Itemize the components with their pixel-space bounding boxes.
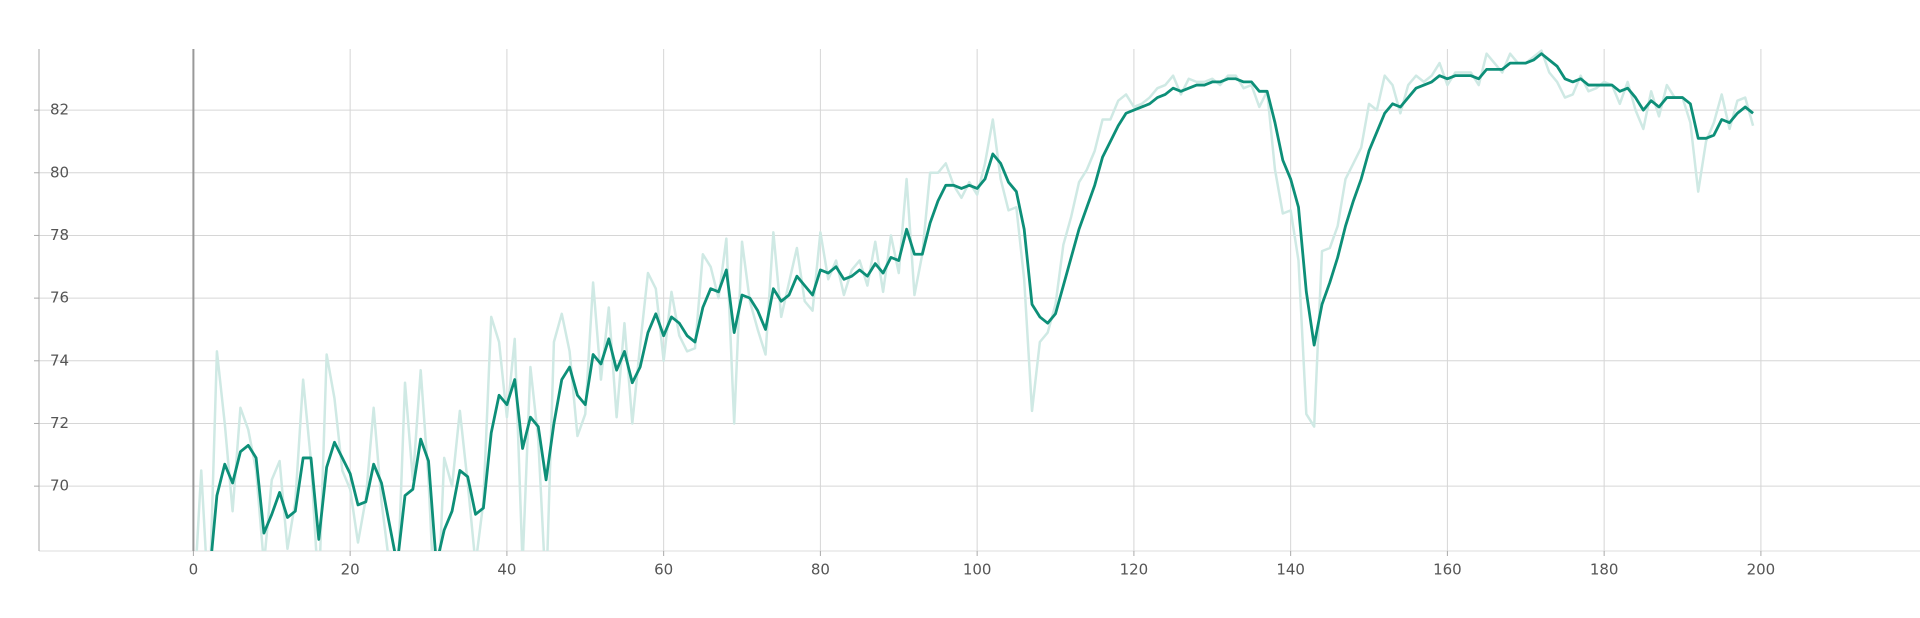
x-tick-label: 200 — [1747, 561, 1776, 579]
x-tick-label: 60 — [654, 561, 673, 579]
x-tick-label: 80 — [811, 561, 830, 579]
x-tick-label: 160 — [1433, 561, 1462, 579]
x-tick-label: 180 — [1590, 561, 1619, 579]
y-tick-label: 72 — [50, 414, 69, 432]
y-tick-label: 70 — [50, 477, 69, 495]
x-tick-label: 20 — [341, 561, 360, 579]
y-tick-label: 74 — [50, 351, 69, 369]
y-tick-label: 80 — [50, 163, 69, 181]
x-tick-label: 120 — [1120, 561, 1149, 579]
series-line — [210, 52, 1754, 551]
series-line — [195, 49, 1755, 551]
x-tick-label: 100 — [963, 561, 992, 579]
plot-area — [195, 49, 1755, 551]
y-tick-label: 76 — [50, 289, 69, 307]
x-tick-label: 140 — [1276, 561, 1305, 579]
x-tick-label: 0 — [189, 561, 199, 579]
x-tick-label: 40 — [497, 561, 516, 579]
y-tick-label: 78 — [50, 226, 69, 244]
y-tick-label: 82 — [50, 101, 69, 119]
